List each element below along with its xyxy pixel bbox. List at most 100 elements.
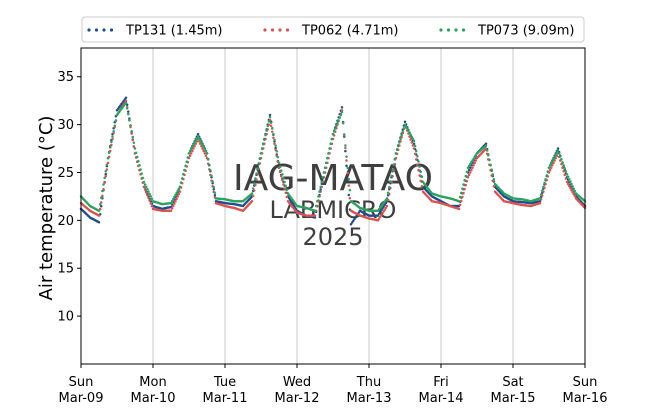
data-point [110, 143, 113, 147]
data-point [251, 194, 255, 198]
data-point [410, 135, 413, 139]
data-point [212, 187, 215, 191]
data-point [172, 204, 175, 208]
data-point [284, 184, 287, 188]
data-point [484, 144, 488, 147]
data-point [474, 159, 478, 162]
data-point [134, 151, 138, 154]
data-point [397, 144, 400, 148]
data-point [348, 188, 352, 192]
data-point [381, 207, 384, 210]
data-point [388, 185, 391, 189]
data-point [111, 137, 114, 141]
data-point [398, 141, 401, 144]
legend-marker [446, 28, 451, 32]
data-point [401, 130, 404, 134]
data-point [392, 163, 395, 166]
data-point [322, 171, 326, 174]
data-point [320, 180, 323, 184]
data-point [419, 170, 422, 174]
data-point [269, 124, 273, 128]
data-point [150, 197, 154, 201]
data-point [466, 176, 470, 179]
data-point [260, 147, 264, 151]
data-point [107, 151, 111, 154]
data-point [471, 159, 474, 162]
data-point [377, 212, 381, 216]
data-point [403, 120, 407, 123]
data-point [273, 138, 276, 142]
data-point [194, 139, 197, 142]
data-point [278, 165, 282, 168]
data-point [291, 202, 294, 205]
data-point [556, 149, 560, 152]
x-tick-day: Thu [356, 375, 381, 390]
data-point [145, 191, 148, 194]
data-point [319, 188, 322, 191]
data-point [327, 152, 330, 155]
x-tick-day: Wed [283, 375, 311, 390]
data-point [457, 207, 461, 211]
data-point [191, 149, 194, 153]
data-point [331, 132, 335, 136]
data-point [323, 166, 327, 169]
data-point [281, 179, 284, 182]
data-point [347, 177, 350, 181]
data-point [202, 149, 205, 153]
y-tick-label: 35 [57, 70, 74, 85]
y-axis: 10 15 20 25 30 35 [57, 70, 81, 325]
data-point [193, 141, 196, 144]
data-point [417, 168, 420, 172]
data-point [464, 183, 467, 187]
data-point [127, 112, 130, 116]
data-point [344, 149, 347, 153]
data-point [399, 137, 402, 141]
data-point [420, 175, 424, 179]
data-point [400, 135, 403, 139]
data-point [568, 184, 571, 188]
legend-marker [109, 28, 114, 32]
legend-marker [94, 28, 99, 32]
data-point [174, 193, 177, 197]
data-point [140, 172, 143, 175]
data-point [332, 130, 336, 133]
data-point [178, 185, 182, 189]
data-point [337, 119, 340, 122]
data-point [469, 166, 472, 169]
data-point [386, 191, 390, 194]
data-point [98, 207, 102, 211]
data-point [329, 142, 332, 146]
data-point [416, 155, 419, 158]
data-point [192, 143, 195, 146]
x-tick-day: Sun [69, 375, 94, 390]
data-point [391, 168, 394, 172]
legend-label: TP073 (9.09m) [477, 24, 574, 39]
data-point [410, 141, 413, 144]
data-point [314, 204, 318, 208]
x-tick-date: Mar-14 [419, 391, 464, 406]
data-point [418, 165, 421, 168]
data-point [420, 185, 424, 188]
data-point [461, 195, 464, 199]
data-point [199, 139, 202, 142]
data-point [137, 159, 140, 163]
data-point [409, 138, 412, 141]
data-point [572, 193, 575, 196]
data-point [141, 176, 145, 180]
data-point [418, 174, 421, 177]
data-point [539, 193, 543, 196]
data-point [143, 183, 147, 186]
legend-marker [270, 28, 275, 32]
data-point [103, 181, 106, 184]
data-point [253, 189, 256, 192]
data-point [561, 166, 564, 169]
data-point [570, 188, 573, 192]
data-point [562, 170, 565, 173]
data-point [488, 158, 491, 162]
data-point [124, 96, 128, 100]
data-point [402, 126, 406, 130]
data-point [548, 164, 552, 167]
data-point [271, 130, 274, 134]
data-point [469, 162, 472, 166]
